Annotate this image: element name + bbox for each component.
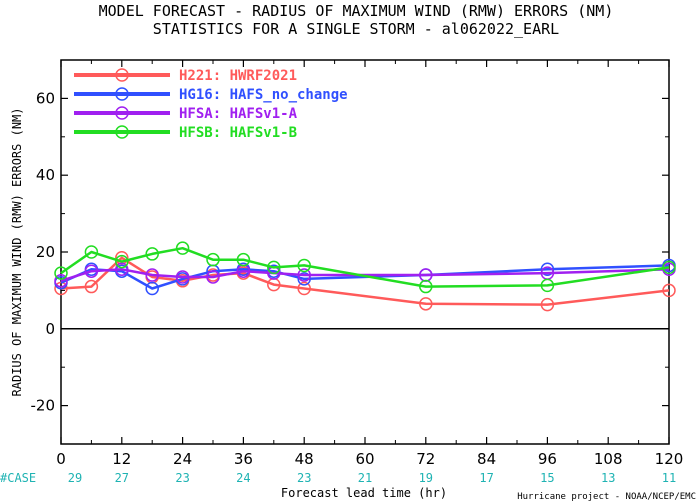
series-point	[540, 262, 555, 277]
series-point	[267, 260, 281, 275]
series-point	[297, 268, 311, 282]
x-tick-label: 120	[655, 450, 684, 468]
x-tick-label: 72	[416, 450, 435, 468]
x-tick-label: 48	[295, 450, 314, 468]
case-count: 19	[419, 471, 433, 485]
series-point	[145, 268, 159, 282]
series-point	[540, 297, 555, 312]
case-count: 17	[479, 471, 493, 485]
series-point	[145, 247, 159, 261]
series-point	[297, 258, 311, 273]
series-point	[175, 241, 190, 255]
plot-frame	[60, 59, 670, 445]
series-3	[54, 262, 676, 288]
legend-marker	[115, 87, 129, 101]
legend-marker	[115, 125, 129, 139]
series-point	[419, 279, 433, 294]
series-point	[236, 252, 251, 267]
x-axis-ticks: 0 12 24 36 48 60 72 84 96 108 120	[56, 60, 683, 468]
y-tick-label: 0	[45, 320, 55, 338]
case-count: 27	[115, 471, 129, 485]
legend-label: HFSA: HAFSv1-A	[179, 106, 298, 122]
series-point	[115, 254, 129, 269]
case-count: 24	[236, 471, 250, 485]
x-tick-label: 60	[355, 450, 374, 468]
series-point	[84, 279, 99, 294]
series-layer	[54, 241, 676, 312]
series-point	[84, 264, 99, 278]
x-axis-label: Forecast lead time (hr)	[281, 486, 447, 500]
y-tick-label: -20	[31, 397, 56, 415]
x-tick-label: 108	[594, 450, 623, 468]
legend-label: HFSB: HAFSv1-B	[179, 125, 297, 141]
x-tick-label: 12	[112, 450, 131, 468]
series-point	[419, 297, 433, 311]
case-count: 23	[297, 471, 311, 485]
chart-title-line1: MODEL FORECAST - RADIUS OF MAXIMUM WIND …	[99, 2, 614, 20]
series-point	[206, 270, 220, 284]
series-point	[54, 266, 68, 280]
y-tick-label: 60	[36, 89, 55, 107]
legend: H221: HWRF2021 HG16: HAFS_no_change HFSA: …	[74, 68, 348, 141]
y-tick-label: 20	[36, 243, 55, 261]
legend-marker	[115, 106, 129, 120]
series-point	[662, 260, 676, 275]
series-point	[54, 274, 68, 288]
case-label: #CASE	[0, 471, 36, 485]
series-point	[662, 283, 676, 298]
x-tick-label: 84	[477, 450, 496, 468]
series-point	[540, 278, 555, 293]
case-count: 29	[68, 471, 82, 485]
x-tick-label: 24	[173, 450, 192, 468]
series-line	[60, 268, 670, 282]
case-count: 13	[601, 471, 615, 485]
legend-label: HG16: HAFS_no_change	[179, 87, 348, 103]
chart-title-line2: STATISTICS FOR A SINGLE STORM - al062022…	[153, 20, 559, 38]
case-counts: 29 27 23 24 23 21 19 17 15 13 11	[68, 471, 676, 485]
case-count: 23	[175, 471, 189, 485]
series-point	[297, 281, 311, 296]
series-point	[145, 281, 159, 296]
x-tick-label: 96	[538, 450, 557, 468]
series-point	[175, 270, 190, 284]
case-count: 15	[540, 471, 554, 485]
series-4	[54, 241, 676, 294]
credit-text: Hurricane project - NOAA/NCEP/EMC	[517, 492, 696, 502]
case-count: 11	[662, 471, 676, 485]
series-point	[115, 262, 129, 277]
series-point	[297, 272, 311, 286]
case-count: 21	[358, 471, 372, 485]
series-point	[84, 245, 99, 259]
x-tick-label: 0	[56, 450, 66, 468]
legend-marker	[115, 68, 129, 82]
y-tick-label: 40	[36, 166, 55, 184]
legend-label: H221: HWRF2021	[179, 68, 297, 84]
y-axis-label: RADIUS OF MAXIMUM WIND (RMW) ERRORS (NM)	[10, 108, 24, 397]
series-point	[206, 252, 220, 267]
x-tick-label: 36	[234, 450, 253, 468]
